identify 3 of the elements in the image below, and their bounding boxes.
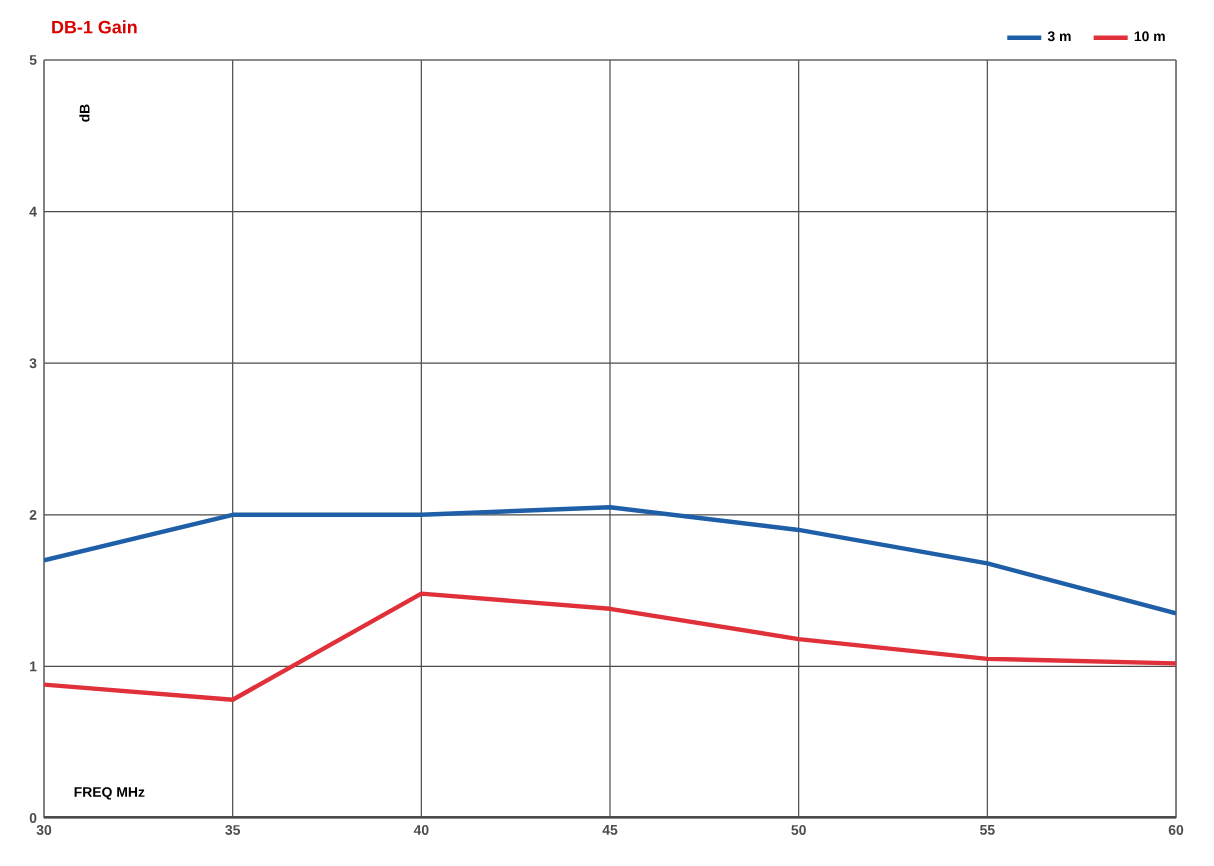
line-series [44,591,1177,702]
line-series [44,505,1177,616]
chart-title: DB-1 Gain [52,20,137,34]
